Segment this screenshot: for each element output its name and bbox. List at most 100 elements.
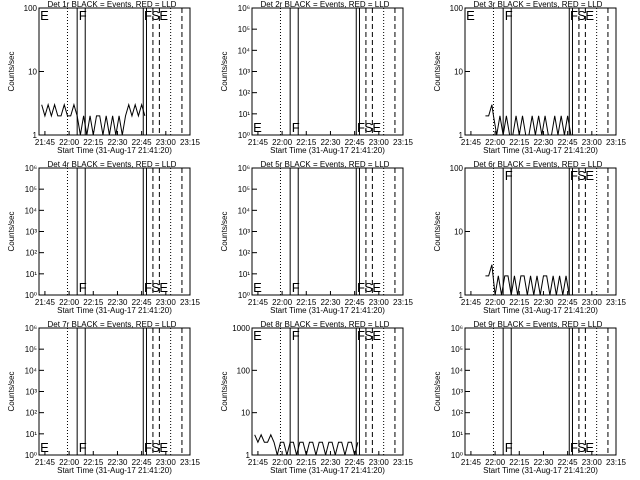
y-tick-label: 10³ <box>238 68 250 77</box>
y-tick-label: 100 <box>237 366 251 375</box>
chart-title: Det 4r BLACK = Events, RED = LLD <box>48 160 177 169</box>
chart-title: Det 2r BLACK = Events, RED = LLD <box>261 0 390 9</box>
plot-frame <box>251 167 404 296</box>
x-tick-label: 21:45 <box>248 458 269 467</box>
x-tick-label: 23:15 <box>606 138 627 147</box>
y-tick-label: 10 <box>28 68 37 77</box>
y-tick-label: 10³ <box>451 388 463 397</box>
marker-label: E <box>372 280 381 295</box>
x-tick-label: 21:45 <box>461 298 482 307</box>
x-axis-label: Start Time (31-Aug-17 21:41:20) <box>270 146 385 155</box>
x-axis-label: Start Time (31-Aug-17 21:41:20) <box>483 466 598 475</box>
x-tick-label: 22:45 <box>558 138 579 147</box>
x-tick-label: 22:45 <box>132 458 153 467</box>
marker-label: E <box>40 440 49 455</box>
y-tick-label: 10¹ <box>451 430 463 439</box>
chart-title: Det 9r BLACK = Events, RED = LLD <box>474 320 603 329</box>
marker-label: S <box>364 328 373 343</box>
x-tick-label: 22:30 <box>320 138 341 147</box>
y-tick-label: 10² <box>25 409 37 418</box>
x-tick-label: 23:15 <box>180 138 201 147</box>
y-tick-label: 10⁶ <box>238 164 250 173</box>
y-tick-label: 10 <box>454 228 463 237</box>
x-tick-label: 22:45 <box>345 298 366 307</box>
chart-title: Det 8r BLACK = Events, RED = LLD <box>261 320 390 329</box>
x-tick-label: 22:15 <box>296 298 317 307</box>
marker-label: F <box>144 8 152 23</box>
x-tick-label: 23:00 <box>369 298 390 307</box>
x-tick-label: 22:30 <box>320 458 341 467</box>
marker-label: E <box>253 120 262 135</box>
marker-label: E <box>585 168 594 183</box>
x-tick-label: 21:45 <box>461 458 482 467</box>
y-axis-label: Counts/sec <box>220 371 229 411</box>
x-tick-label: 22:15 <box>509 298 530 307</box>
marker-label: F <box>292 280 300 295</box>
marker-label: S <box>151 280 160 295</box>
marker-label: E <box>253 280 262 295</box>
x-tick-label: 22:45 <box>132 298 153 307</box>
y-axis-label: Counts/sec <box>7 211 16 251</box>
y-axis-label: Counts/sec <box>433 51 442 91</box>
x-tick-label: 23:00 <box>582 138 603 147</box>
marker-label: F <box>144 280 152 295</box>
x-tick-label: 21:45 <box>35 458 56 467</box>
marker-label: S <box>577 8 586 23</box>
x-tick-label: 22:30 <box>533 138 554 147</box>
marker-label: E <box>466 8 475 23</box>
y-tick-label: 10³ <box>25 388 37 397</box>
chart-title: Det 1r BLACK = Events, RED = LLD <box>48 0 177 9</box>
x-tick-label: 22:30 <box>320 298 341 307</box>
marker-label: E <box>159 8 168 23</box>
marker-label: F <box>570 168 578 183</box>
marker-label: E <box>585 8 594 23</box>
y-tick-label: 10⁵ <box>238 25 250 34</box>
x-tick-label: 22:00 <box>59 458 80 467</box>
marker-label: F <box>292 328 300 343</box>
x-tick-label: 23:15 <box>180 298 201 307</box>
x-tick-label: 22:15 <box>509 138 530 147</box>
x-tick-label: 22:00 <box>59 298 80 307</box>
x-tick-label: 23:00 <box>369 138 390 147</box>
x-axis-label: Start Time (31-Aug-17 21:41:20) <box>57 466 172 475</box>
plot-frame <box>251 327 404 456</box>
marker-label: S <box>577 168 586 183</box>
y-tick-label: 10² <box>25 249 37 258</box>
y-tick-label: 10³ <box>238 228 250 237</box>
marker-label: F <box>357 280 365 295</box>
y-tick-label: 1 <box>459 291 464 300</box>
y-axis-label: Counts/sec <box>7 51 16 91</box>
y-tick-label: 10⁶ <box>451 324 463 333</box>
marker-label: S <box>364 280 373 295</box>
y-tick-label: 10⁴ <box>451 366 464 375</box>
y-tick-label: 10⁴ <box>238 206 251 215</box>
marker-label: S <box>151 8 160 23</box>
y-tick-label: 10⁶ <box>25 164 37 173</box>
x-axis-label: Start Time (31-Aug-17 21:41:20) <box>57 306 172 315</box>
y-tick-label: 10⁶ <box>238 4 250 13</box>
plot-frame <box>464 167 617 296</box>
marker-label: E <box>159 280 168 295</box>
x-axis-label: Start Time (31-Aug-17 21:41:20) <box>270 306 385 315</box>
chart-title: Det 3r BLACK = Events, RED = LLD <box>474 0 603 9</box>
x-tick-label: 22:45 <box>558 298 579 307</box>
y-tick-label: 10¹ <box>238 110 250 119</box>
marker-label: F <box>79 8 87 23</box>
marker-label: F <box>79 280 87 295</box>
x-tick-label: 22:15 <box>296 458 317 467</box>
x-tick-label: 22:45 <box>558 458 579 467</box>
marker-label: F <box>505 8 513 23</box>
y-tick-label: 10² <box>238 89 250 98</box>
y-tick-label: 10⁰ <box>238 131 250 140</box>
y-tick-label: 10⁰ <box>451 451 463 460</box>
x-tick-label: 22:00 <box>272 458 293 467</box>
x-tick-label: 22:30 <box>107 138 128 147</box>
y-tick-label: 10² <box>238 249 250 258</box>
x-tick-label: 23:00 <box>582 298 603 307</box>
y-tick-label: 10¹ <box>25 430 37 439</box>
y-tick-label: 10 <box>454 68 463 77</box>
marker-label: F <box>357 120 365 135</box>
y-axis-label: Counts/sec <box>433 211 442 251</box>
